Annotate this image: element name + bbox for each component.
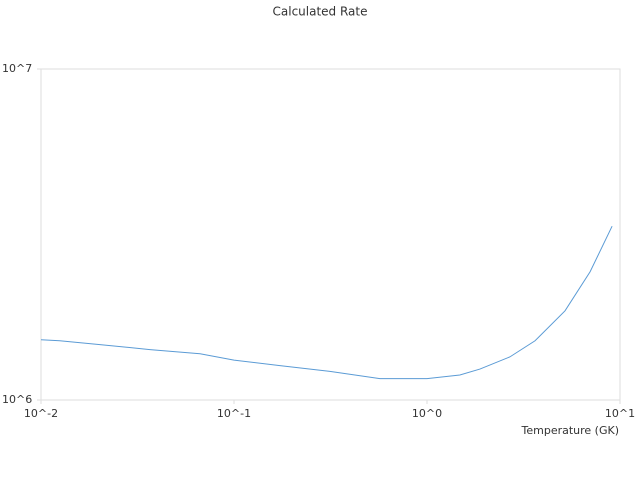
x-tick-label: 10^-2 [24,407,58,420]
y-tick-label: 10^7 [2,62,32,75]
plot-frame [40,68,621,401]
x-tick-label: 10^1 [605,407,635,420]
x-axis-label: Temperature (GK) [521,424,620,437]
chart-title: Calculated Rate [273,5,368,19]
y-tick-label: 10^6 [2,393,32,406]
line [40,225,613,380]
x-tick-label: 10^0 [412,407,442,420]
x-tick-label: 10^-1 [217,407,251,420]
